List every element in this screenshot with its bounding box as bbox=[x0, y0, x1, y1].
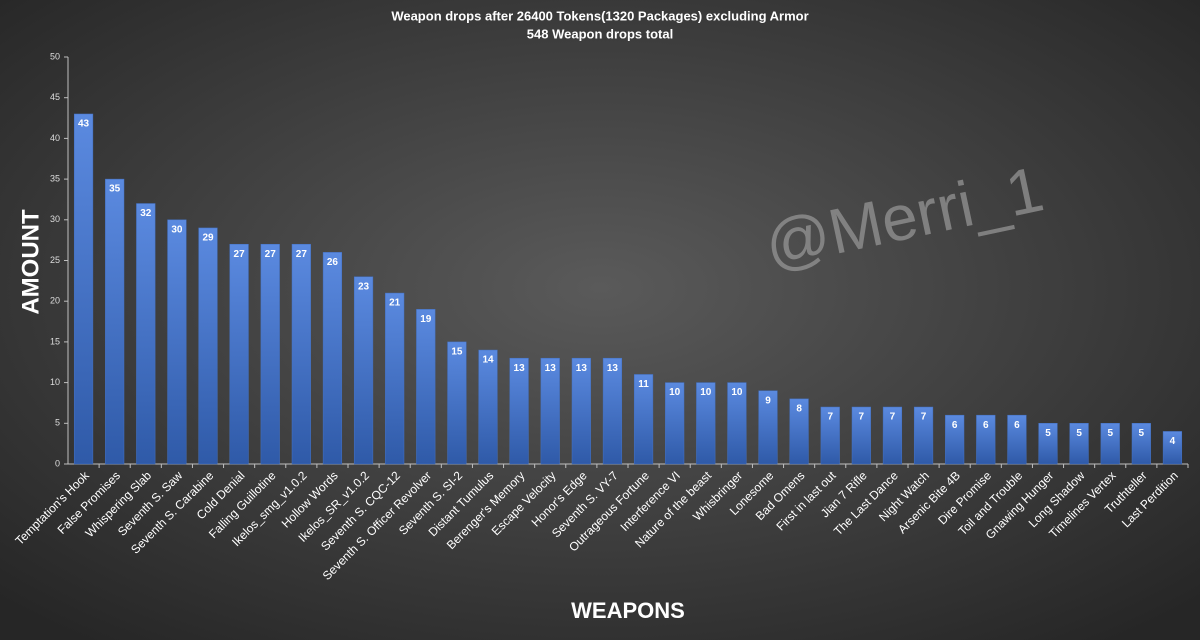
bar bbox=[105, 178, 125, 465]
value-label: 30 bbox=[171, 224, 183, 235]
value-label: 27 bbox=[296, 249, 308, 260]
value-label: 13 bbox=[514, 363, 526, 374]
value-label: 43 bbox=[78, 119, 90, 130]
value-label: 27 bbox=[234, 249, 246, 260]
bar bbox=[1162, 431, 1183, 465]
value-label: 5 bbox=[1045, 428, 1051, 439]
bar bbox=[353, 276, 374, 465]
value-label: 7 bbox=[921, 412, 927, 423]
bar bbox=[167, 219, 187, 465]
value-label: 13 bbox=[545, 363, 557, 374]
value-label: 15 bbox=[451, 347, 463, 358]
bar bbox=[416, 309, 436, 465]
bar bbox=[976, 414, 996, 465]
bar bbox=[882, 406, 903, 465]
bar bbox=[820, 406, 840, 465]
x-axis-label: WEAPONS bbox=[571, 598, 685, 623]
chart-subtitle: 548 Weapon drops total bbox=[527, 26, 673, 41]
bar bbox=[913, 406, 934, 465]
y-tick-label: 40 bbox=[50, 133, 60, 143]
bar bbox=[509, 357, 529, 465]
value-label: 23 bbox=[358, 281, 370, 292]
value-label: 19 bbox=[420, 314, 432, 325]
value-label: 6 bbox=[952, 420, 958, 431]
value-label: 9 bbox=[765, 395, 771, 406]
value-label: 10 bbox=[669, 387, 681, 398]
bar bbox=[1131, 423, 1151, 465]
bar bbox=[1069, 423, 1089, 465]
chart-title: Weapon drops after 26400 Tokens(1320 Pac… bbox=[391, 8, 808, 23]
bar bbox=[727, 382, 747, 465]
bar bbox=[198, 227, 218, 465]
bar bbox=[633, 374, 654, 465]
bar bbox=[602, 357, 623, 465]
value-label: 5 bbox=[1076, 428, 1082, 439]
y-tick-label: 20 bbox=[50, 296, 60, 306]
value-label: 10 bbox=[700, 387, 712, 398]
y-axis-label: AMOUNT bbox=[17, 209, 44, 315]
value-label: 21 bbox=[389, 298, 401, 309]
value-label: 5 bbox=[1107, 428, 1113, 439]
bar bbox=[571, 357, 591, 465]
y-tick-label: 15 bbox=[50, 336, 60, 346]
bar bbox=[758, 390, 778, 465]
value-label: 7 bbox=[890, 412, 896, 423]
bar bbox=[291, 243, 311, 465]
y-tick-label: 10 bbox=[50, 377, 60, 387]
bar bbox=[851, 406, 871, 465]
y-tick-label: 25 bbox=[50, 255, 60, 265]
value-label: 13 bbox=[607, 363, 619, 374]
value-label: 6 bbox=[983, 420, 989, 431]
bar bbox=[1100, 423, 1120, 465]
y-tick-label: 50 bbox=[50, 51, 60, 61]
value-label: 13 bbox=[576, 363, 588, 374]
value-label: 27 bbox=[265, 249, 277, 260]
bar bbox=[1007, 414, 1027, 465]
bar bbox=[789, 398, 809, 465]
y-tick-label: 5 bbox=[55, 418, 60, 428]
bar bbox=[665, 382, 685, 465]
bar bbox=[322, 252, 343, 465]
y-tick-label: 0 bbox=[55, 458, 60, 468]
y-tick-label: 45 bbox=[50, 92, 60, 102]
bar bbox=[136, 203, 156, 465]
bar bbox=[540, 357, 560, 465]
value-label: 26 bbox=[327, 257, 339, 268]
value-label: 11 bbox=[638, 379, 649, 390]
value-label: 10 bbox=[731, 387, 743, 398]
bar bbox=[73, 113, 94, 465]
bar bbox=[260, 243, 280, 465]
value-label: 8 bbox=[796, 404, 802, 415]
bar bbox=[447, 341, 467, 465]
value-label: 14 bbox=[482, 355, 494, 366]
y-tick-label: 35 bbox=[50, 173, 60, 183]
bar bbox=[385, 292, 405, 465]
value-label: 5 bbox=[1139, 428, 1145, 439]
value-label: 4 bbox=[1170, 436, 1176, 447]
bar bbox=[1038, 423, 1058, 465]
value-label: 6 bbox=[1014, 420, 1020, 431]
y-tick-label: 30 bbox=[50, 214, 60, 224]
bar bbox=[696, 382, 716, 465]
bar bbox=[945, 414, 965, 465]
value-label: 7 bbox=[827, 412, 833, 423]
value-label: 7 bbox=[859, 412, 865, 423]
bar bbox=[478, 349, 498, 465]
value-label: 32 bbox=[140, 208, 152, 219]
bar bbox=[229, 243, 249, 465]
value-label: 29 bbox=[202, 233, 214, 244]
value-label: 35 bbox=[109, 184, 121, 195]
